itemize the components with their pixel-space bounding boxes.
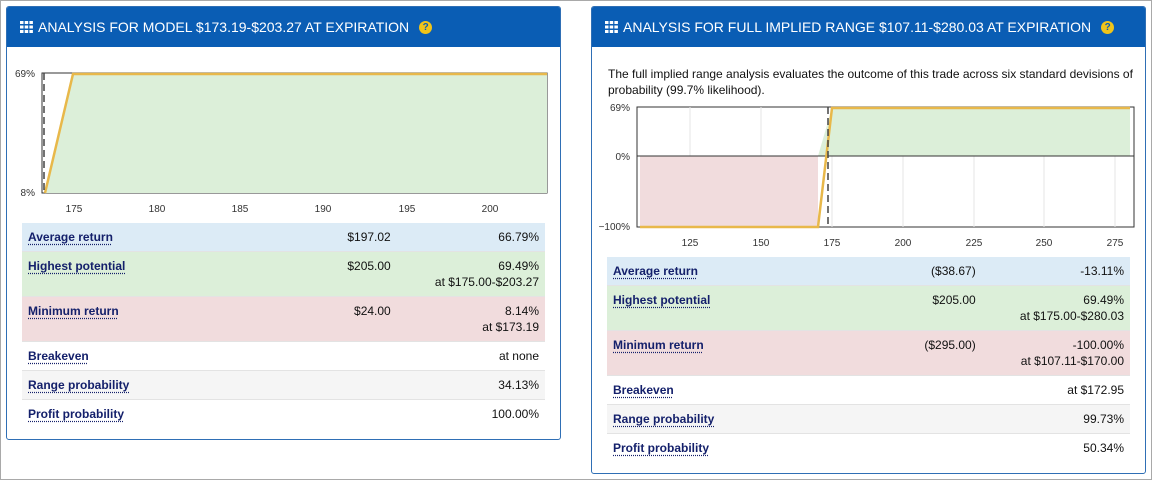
row-value: -100.00% — [1072, 338, 1124, 352]
row-value: 34.13% — [498, 378, 539, 392]
table-row: Breakeven at none — [22, 341, 545, 371]
row-price — [751, 404, 982, 434]
x-label: 225 — [966, 238, 983, 249]
table-row: Average return $197.02 66.79% — [22, 223, 545, 252]
x-label: 185 — [232, 204, 249, 215]
row-price: $197.02 — [166, 223, 397, 252]
row-label[interactable]: Minimum return — [613, 338, 704, 352]
row-price: ($295.00) — [751, 330, 982, 376]
payoff-line — [640, 106, 1130, 229]
row-value: 66.79% — [498, 230, 539, 244]
row-price — [751, 433, 982, 462]
help-icon[interactable]: ? — [1101, 20, 1115, 34]
row-label[interactable]: Highest potential — [28, 259, 126, 273]
x-label: 175 — [824, 238, 841, 249]
row-label[interactable]: Profit probability — [28, 407, 124, 421]
row-price: $205.00 — [751, 285, 982, 331]
row-value: 8.14% — [504, 304, 539, 318]
model-analysis-panel: ANALYSIS FOR MODEL $173.19-$203.27 AT EX… — [6, 6, 561, 440]
profit-area — [640, 108, 1130, 156]
stats-table: Average return ($38.67) -13.11% Highest … — [607, 257, 1130, 462]
row-value: at $172.95 — [1067, 383, 1124, 397]
y-label: 0% — [616, 152, 631, 163]
panel-header: ANALYSIS FOR MODEL $173.19-$203.27 AT EX… — [7, 7, 560, 47]
x-label: 125 — [682, 238, 699, 249]
row-price — [166, 370, 397, 400]
y-label: −100% — [599, 222, 631, 233]
table-row: Average return ($38.67) -13.11% — [607, 257, 1130, 286]
x-label: 195 — [399, 204, 416, 215]
y-label: 69% — [15, 69, 35, 80]
row-value: 50.34% — [1083, 441, 1124, 455]
row-label[interactable]: Average return — [28, 230, 113, 244]
row-label[interactable]: Minimum return — [28, 304, 119, 318]
table-row: Minimum return ($295.00) -100.00% at $107… — [607, 330, 1130, 376]
table-row: Minimum return $24.00 8.14% at $173.19 — [22, 296, 545, 342]
payoff-chart: 69% 0% −100% 125 150 175 200 225 250 275 — [599, 103, 1135, 249]
table-row: Highest potential $205.00 69.49% at $175.… — [22, 251, 545, 297]
table-row: Profit probability 50.34% — [607, 433, 1130, 462]
row-value: at none — [498, 349, 539, 363]
row-price — [166, 399, 397, 428]
panel-title: ANALYSIS FOR FULL IMPLIED RANGE $107.11-… — [623, 19, 1092, 35]
row-subvalue: at $107.11-$170.00 — [1020, 354, 1124, 368]
x-label: 180 — [149, 204, 166, 215]
loss-area — [640, 156, 818, 227]
row-value: 99.73% — [1083, 412, 1124, 426]
stats-table: Average return $197.02 66.79% Highest po… — [22, 223, 545, 428]
panel-title: ANALYSIS FOR MODEL $173.19-$203.27 AT EX… — [38, 19, 410, 35]
row-value: 100.00% — [491, 407, 539, 421]
row-price: $205.00 — [166, 251, 397, 297]
payoff-line — [43, 72, 547, 194]
table-row: Breakeven at $172.95 — [607, 375, 1130, 405]
x-label: 275 — [1107, 238, 1124, 249]
x-label: 190 — [315, 204, 332, 215]
row-label[interactable]: Highest potential — [613, 293, 711, 307]
table-row: Range probability 34.13% — [22, 370, 545, 400]
row-subvalue: at $173.19 — [482, 320, 539, 334]
table-row: Range probability 99.73% — [607, 404, 1130, 434]
row-label[interactable]: Range probability — [613, 412, 715, 426]
y-label: 69% — [610, 103, 630, 114]
full-range-analysis-panel: ANALYSIS FOR FULL IMPLIED RANGE $107.11-… — [591, 6, 1146, 474]
row-label[interactable]: Average return — [613, 264, 698, 278]
row-price: $24.00 — [166, 296, 397, 342]
row-value: -13.11% — [1080, 264, 1124, 278]
help-icon[interactable]: ? — [419, 20, 433, 34]
row-price — [751, 375, 982, 405]
payoff-chart: 69% 8% 175 180 185 190 195 200 — [15, 69, 548, 215]
x-label: 250 — [1036, 238, 1053, 249]
intro-text: The full implied range analysis evaluate… — [608, 67, 1133, 97]
x-label: 150 — [753, 238, 770, 249]
row-subvalue: at $175.00-$280.03 — [1019, 309, 1124, 323]
table-row: Profit probability 100.00% — [22, 399, 545, 428]
row-subvalue: at $175.00-$203.27 — [434, 275, 539, 289]
grid-icon — [605, 21, 618, 33]
row-label[interactable]: Breakeven — [28, 349, 89, 363]
row-value: 69.49% — [1083, 293, 1124, 307]
row-value: 69.49% — [498, 259, 539, 273]
row-price — [166, 341, 397, 371]
y-label: 8% — [21, 188, 36, 199]
table-row: Highest potential $205.00 69.49% at $175.… — [607, 285, 1130, 331]
x-label: 175 — [66, 204, 83, 215]
x-label: 200 — [895, 238, 912, 249]
profit-area — [45, 74, 547, 193]
row-label[interactable]: Range probability — [28, 378, 130, 392]
x-label: 200 — [482, 204, 499, 215]
row-label[interactable]: Profit probability — [613, 441, 709, 455]
grid-icon — [20, 21, 33, 33]
panel-header: ANALYSIS FOR FULL IMPLIED RANGE $107.11-… — [592, 7, 1145, 47]
row-price: ($38.67) — [751, 257, 982, 286]
row-label[interactable]: Breakeven — [613, 383, 674, 397]
